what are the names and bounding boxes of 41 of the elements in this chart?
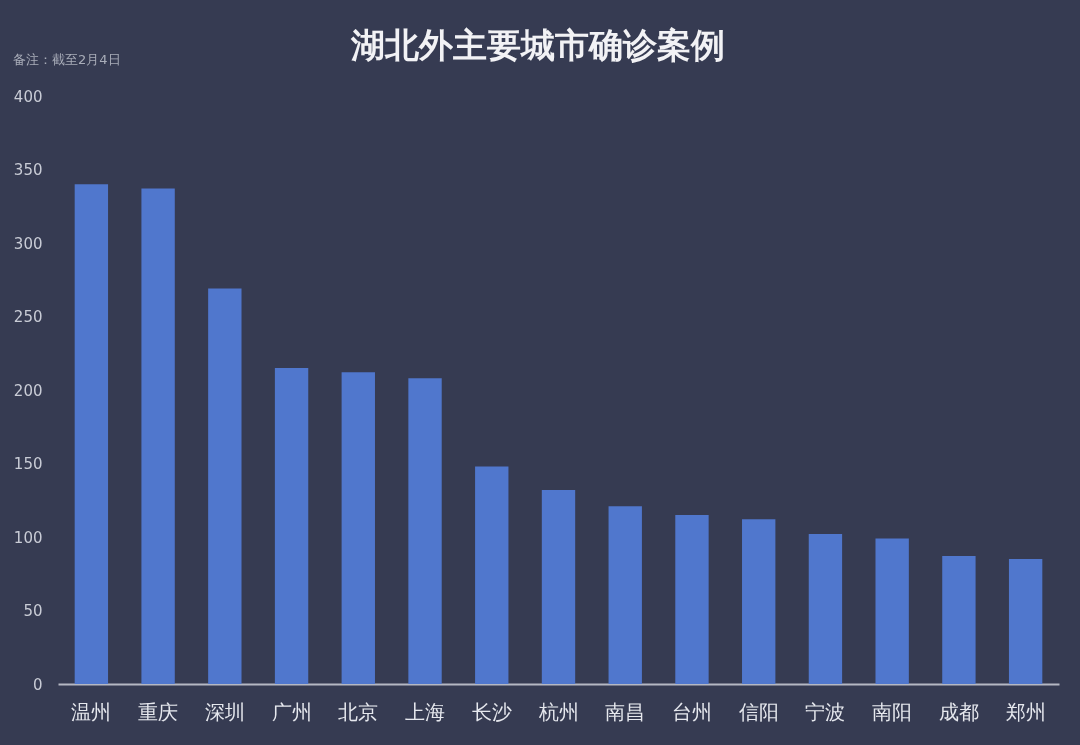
bar	[742, 519, 776, 684]
y-tick-label: 350	[13, 161, 43, 179]
bar	[408, 378, 442, 684]
y-tick-label: 50	[23, 602, 43, 620]
x-tick-label: 上海	[405, 699, 446, 724]
x-tick-label: 长沙	[471, 699, 512, 724]
y-tick-label: 250	[13, 308, 43, 326]
x-tick-label: 郑州	[1005, 699, 1046, 724]
bar	[341, 372, 375, 684]
x-tick-label: 南昌	[605, 699, 646, 724]
bar	[274, 367, 309, 684]
bar	[74, 184, 109, 684]
bar	[942, 556, 976, 684]
bar	[208, 288, 242, 684]
y-tick-label: 100	[13, 528, 43, 547]
x-tick-label: 南阳	[872, 699, 913, 724]
x-tick-label: 宁波	[805, 699, 846, 724]
bar	[608, 506, 642, 684]
bar	[875, 538, 909, 684]
x-tick-label: 温州	[71, 699, 112, 724]
x-tick-label: 北京	[338, 699, 379, 724]
bar	[541, 489, 576, 684]
text: 备注：截至2月4日	[13, 52, 121, 67]
bar	[675, 514, 709, 684]
bar	[1008, 559, 1043, 684]
y-tick-label: 150	[13, 455, 43, 473]
chart-title: 湖北外主要城市确诊案例	[349, 25, 725, 65]
x-tick-label: 深圳	[204, 699, 245, 724]
x-tick-label: 重庆	[138, 699, 179, 724]
y-tick-label: 300	[13, 234, 43, 253]
bar	[141, 188, 175, 684]
x-tick-label: 信阳	[738, 699, 779, 724]
y-tick-label: 400	[13, 87, 43, 106]
x-tick-label: 广州	[271, 699, 312, 724]
x-tick-label: 杭州	[537, 699, 579, 724]
x-tick-label: 成都	[938, 699, 979, 724]
y-tick-label: 0	[32, 675, 43, 694]
bar	[475, 466, 509, 684]
x-tick-label: 台州	[671, 699, 712, 724]
y-tick-label: 200	[13, 381, 43, 400]
bar	[808, 534, 843, 684]
